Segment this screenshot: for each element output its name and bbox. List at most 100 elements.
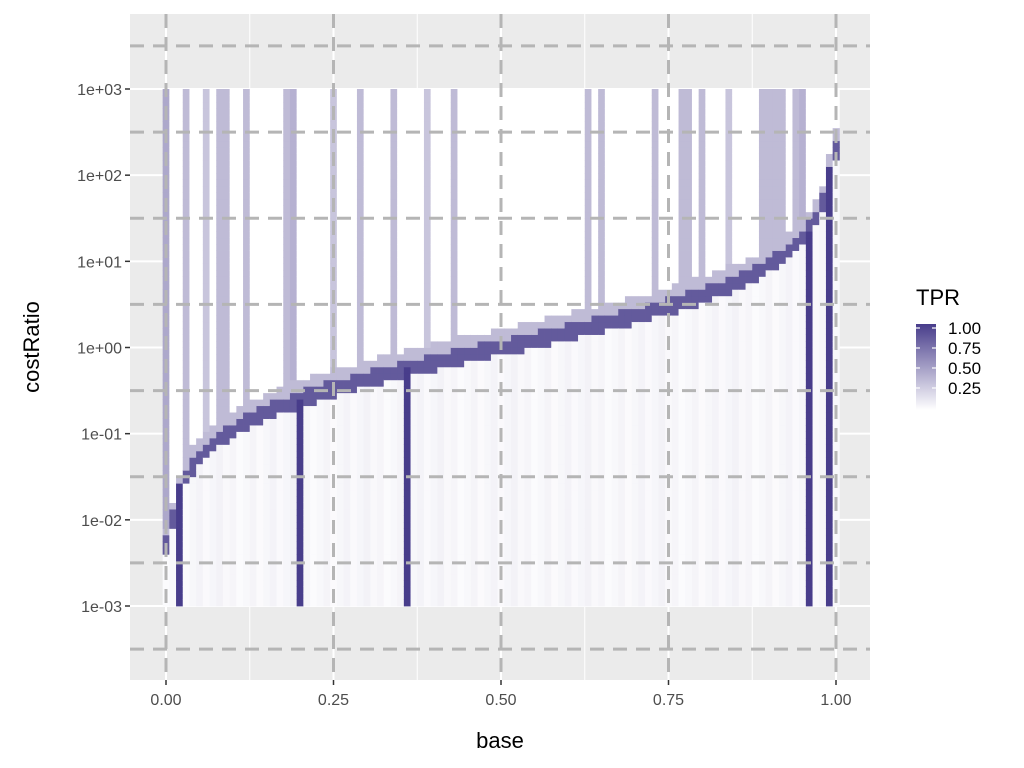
heat-tile (176, 173, 184, 180)
heat-tile (403, 444, 411, 452)
heat-tile (470, 560, 478, 568)
heat-tile (202, 457, 210, 465)
heat-tile (511, 179, 519, 187)
heat-tile (383, 463, 391, 471)
heat-tile (551, 547, 559, 555)
heat-tile (450, 147, 458, 155)
heat-tile (497, 95, 505, 103)
heat-tile (276, 224, 284, 232)
heat-tile (477, 95, 485, 103)
heat-tile (222, 108, 231, 116)
heat-tile (423, 114, 432, 122)
heat-tile (249, 315, 257, 323)
heat-tile (249, 269, 257, 277)
heat-tile (551, 231, 559, 239)
heat-tile (464, 347, 472, 355)
heat-tile (283, 528, 291, 536)
heat-tile (377, 366, 385, 374)
heat-tile (383, 185, 391, 193)
heat-tile (477, 341, 485, 348)
heat-tile (289, 418, 298, 426)
heat-tile (182, 263, 190, 271)
heat-tile (283, 483, 291, 491)
heat-tile (196, 444, 204, 452)
heat-tile (511, 211, 519, 219)
heat-tile (236, 269, 244, 277)
heat-tile (176, 218, 184, 226)
heat-tile (383, 509, 391, 516)
heat-tile (189, 205, 197, 213)
heat-tile (316, 179, 324, 187)
heat-tile (363, 334, 371, 342)
heat-tile (296, 95, 304, 103)
heat-tile (571, 347, 579, 355)
heat-tile (189, 269, 197, 277)
heat-tile (370, 315, 378, 323)
heat-tile (484, 224, 492, 232)
heat-tile (571, 89, 579, 96)
heat-tile (383, 276, 391, 284)
heat-tile (256, 444, 264, 452)
heat-tile (430, 476, 438, 484)
heat-tile (370, 257, 378, 264)
heat-tile (323, 437, 331, 445)
heat-tile (517, 205, 525, 213)
heat-tile (490, 547, 499, 555)
heat-tile (504, 276, 512, 284)
heat-tile (564, 95, 572, 103)
heat-tile (356, 463, 365, 471)
heat-tile (490, 366, 499, 374)
heat-tile (571, 450, 579, 458)
heat-tile (189, 166, 197, 174)
heat-tile (370, 108, 378, 116)
heat-tile (343, 269, 351, 277)
heat-tile (504, 263, 512, 271)
heat-tile (336, 205, 344, 213)
heat-tile (470, 134, 478, 142)
heat-tile (383, 334, 391, 342)
heat-tile (356, 334, 365, 342)
heat-tile (464, 554, 472, 562)
heat-tile (564, 160, 572, 167)
heat-tile (189, 515, 197, 523)
heat-tile (470, 528, 478, 536)
heat-tile (310, 282, 318, 290)
heat-tile (236, 147, 244, 155)
heat-tile (222, 269, 231, 277)
heat-tile (464, 567, 472, 575)
heat-tile (544, 437, 552, 445)
heat-tile (336, 353, 344, 361)
heat-tile (430, 95, 438, 103)
heat-tile (377, 431, 385, 439)
heat-tile (276, 457, 284, 465)
heat-tile (276, 134, 284, 142)
heat-tile (276, 114, 284, 122)
heat-tile (557, 463, 566, 471)
heat-tile (557, 599, 566, 607)
heat-tile (551, 263, 559, 271)
heat-tile (564, 599, 572, 607)
heat-tile (417, 121, 425, 129)
heat-tile (343, 405, 351, 413)
heat-tile (169, 580, 177, 588)
heat-tile (504, 321, 512, 329)
heat-tile (444, 198, 452, 206)
heat-tile (397, 160, 405, 167)
heat-tile (410, 315, 418, 323)
heat-tile (390, 198, 398, 206)
heat-tile (484, 282, 492, 290)
heat-tile (557, 173, 566, 180)
heat-tile (176, 547, 184, 555)
heat-tile (377, 547, 385, 555)
heat-tile (236, 89, 244, 96)
heat-tile (336, 231, 344, 239)
heat-tile (403, 457, 411, 465)
heat-tile (524, 541, 532, 549)
heat-tile (216, 463, 224, 471)
heat-tile (450, 379, 458, 387)
heat-tile (537, 360, 545, 368)
heat-tile (504, 431, 512, 439)
heat-tile (464, 160, 472, 167)
heat-tile (182, 328, 190, 335)
heat-tile (216, 295, 224, 303)
